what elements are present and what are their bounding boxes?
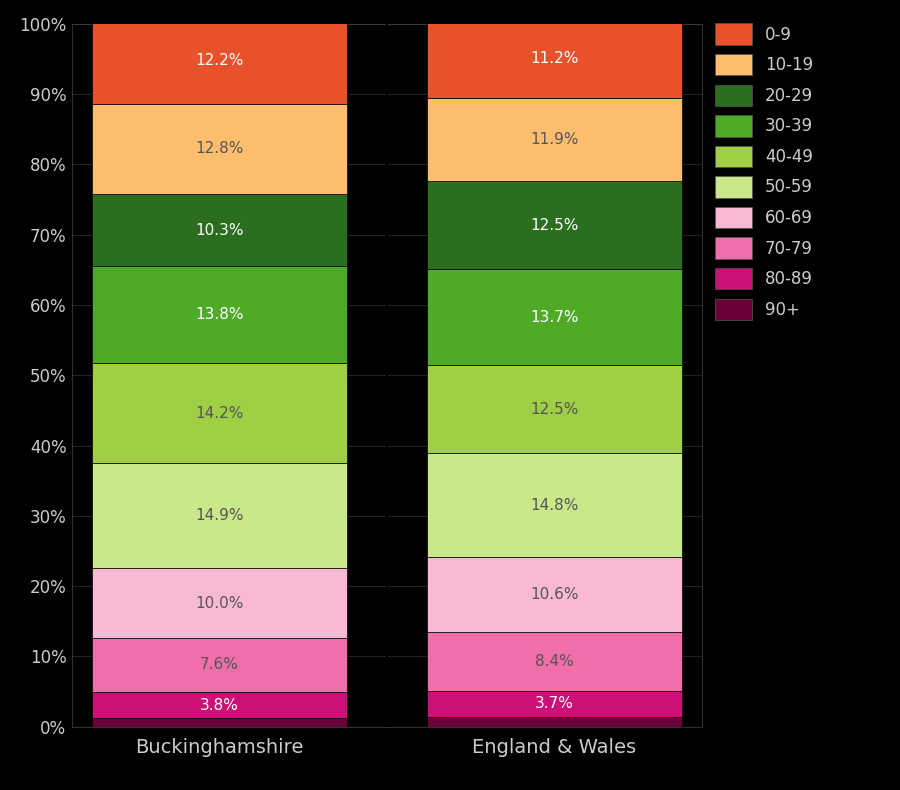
Text: 14.2%: 14.2% [195, 406, 244, 421]
Text: 14.9%: 14.9% [195, 508, 244, 523]
Text: 12.5%: 12.5% [530, 217, 579, 232]
Text: 12.2%: 12.2% [195, 54, 244, 69]
Bar [92, 363, 346, 463]
Bar [428, 717, 682, 727]
Text: 10.0%: 10.0% [195, 596, 244, 611]
Text: 3.8%: 3.8% [200, 698, 239, 713]
Bar [92, 718, 346, 727]
Bar [428, 181, 682, 269]
Bar [92, 266, 346, 363]
Bar [92, 692, 346, 718]
Bar [428, 691, 682, 717]
Legend: 0-9, 10-19, 20-29, 30-39, 40-49, 50-59, 60-69, 70-79, 80-89, 90+: 0-9, 10-19, 20-29, 30-39, 40-49, 50-59, … [708, 17, 820, 327]
Bar [428, 558, 682, 632]
Bar [92, 638, 346, 692]
Bar [92, 103, 346, 194]
Text: 8.4%: 8.4% [536, 654, 574, 669]
Bar [428, 269, 682, 366]
Text: 14.8%: 14.8% [530, 498, 579, 513]
Text: 12.8%: 12.8% [195, 141, 244, 156]
Bar [428, 453, 682, 558]
Bar [428, 19, 682, 97]
Bar [92, 194, 346, 266]
Text: 10.3%: 10.3% [195, 223, 244, 238]
Bar [428, 632, 682, 691]
Text: 13.8%: 13.8% [195, 307, 244, 322]
Text: 10.6%: 10.6% [530, 587, 579, 602]
Text: 3.7%: 3.7% [536, 697, 574, 712]
Text: 11.2%: 11.2% [530, 51, 579, 66]
Bar [92, 18, 346, 103]
Text: 7.6%: 7.6% [200, 657, 239, 672]
Bar [92, 463, 346, 568]
Bar [428, 97, 682, 181]
Text: 12.5%: 12.5% [530, 402, 579, 417]
Text: 11.9%: 11.9% [530, 132, 579, 147]
Bar [428, 366, 682, 453]
Text: 13.7%: 13.7% [530, 310, 579, 325]
Bar [92, 568, 346, 638]
